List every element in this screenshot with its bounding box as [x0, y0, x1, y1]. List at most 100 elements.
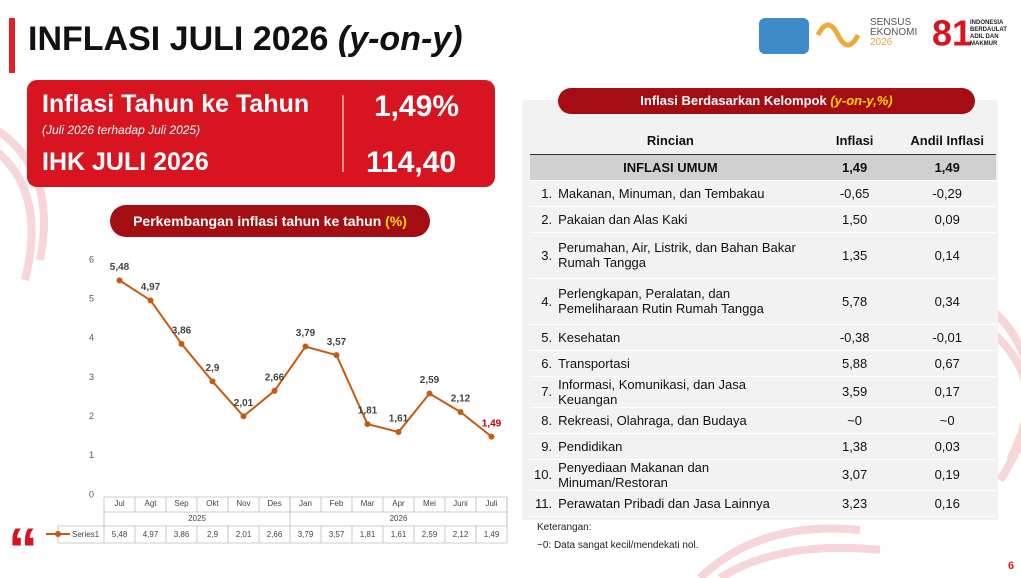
row-number: 7.	[541, 384, 553, 399]
title: INFLASI JULI 2026 (y-on-y)	[28, 20, 463, 59]
x-tick-label: Nov	[236, 499, 250, 508]
y-tick-label: 3	[89, 372, 94, 382]
table-row: 1. Makanan, Minuman, dan Tembakau -0,65 -0,…	[530, 180, 996, 206]
table-row: 2. Pakaian dan Alas Kaki 1,50 0,09	[530, 206, 996, 232]
x-tick-label: Sep	[174, 499, 189, 508]
y-tick-label: 6	[89, 254, 94, 264]
x-tick-label: Jan	[299, 499, 312, 508]
table-value: 4,97	[143, 530, 159, 539]
row-inflasi: 3,07	[841, 467, 868, 482]
logo-text: 2026	[870, 37, 893, 48]
value-label: 2,66	[265, 372, 285, 383]
note: Keterangan:	[537, 522, 592, 533]
value-label: 2,01	[234, 398, 254, 409]
row-inflasi: 1,38	[841, 438, 868, 454]
table-value: 2,66	[267, 530, 283, 539]
x-tick-label: Mar	[361, 499, 375, 508]
table-row: 5. Kesehatan -0,38 -0,01	[530, 324, 996, 350]
y-tick-label: 5	[89, 294, 94, 304]
table-row: INFLASI UMUM 1,49 1,49	[530, 154, 996, 180]
row-andil: 0,34	[934, 293, 960, 309]
value-label: 2,12	[451, 394, 471, 405]
x-tick-label: Feb	[330, 499, 344, 508]
ihk-value: 114,40	[366, 146, 457, 179]
legend-label: Series1	[72, 530, 100, 539]
table-title: Inflasi Berdasarkan Kelompok (y-on-y,%)	[558, 88, 975, 114]
point	[426, 390, 433, 397]
logo-text: ADIL DAN	[970, 34, 999, 40]
row-number: 3.	[541, 247, 553, 263]
row-name: Rekreasi, Olahraga, dan Budaya	[558, 412, 747, 428]
table-row: 10. Penyediaan Makanan dan Minuman/Restor…	[530, 459, 996, 490]
point	[209, 378, 216, 385]
row-inflasi: 1,35	[841, 247, 868, 263]
point	[457, 408, 464, 415]
y-tick-label: 2	[89, 411, 94, 421]
table-row: 11. Perawatan Pribadi dan Jasa Lainnya 3,2…	[530, 490, 996, 516]
table-value: 2,59	[422, 530, 438, 539]
row-inflasi: ~0	[847, 412, 863, 428]
table-value: 2,12	[453, 530, 469, 539]
x-group-label: 2025	[188, 514, 206, 523]
row-andil: 1,49	[934, 159, 960, 175]
y-tick-label: 0	[89, 489, 94, 499]
logo-hut: INDONESIA BERDAULAT ADIL DAN MAKMUR	[970, 20, 1007, 48]
header-cell: Rincian	[646, 133, 694, 149]
row-andil: -0,29	[932, 185, 963, 201]
value-label: 3,86	[172, 325, 192, 336]
table-value: 3,86	[174, 530, 190, 539]
x-tick-label: Juli	[485, 499, 497, 508]
value-label: 1,81	[358, 406, 378, 417]
table-value: 2,01	[236, 530, 252, 539]
header-row: Rincian Inflasi Andil Inflasi	[530, 128, 996, 154]
table-value: 3,79	[298, 530, 314, 539]
value-label: 5,48	[110, 262, 130, 273]
row-inflasi: 5,88	[841, 355, 868, 371]
table-row: 6. Transportasi 5,88 0,67	[530, 350, 996, 376]
point	[302, 343, 309, 350]
row-name: INFLASI UMUM	[623, 159, 718, 175]
row-number: 1.	[541, 185, 553, 201]
y-tick-label: 4	[89, 333, 94, 343]
x-group-label: 2026	[390, 514, 408, 523]
x-tick-label: Des	[267, 499, 281, 508]
x-tick-label: Apr	[392, 499, 405, 508]
logo-text: BERDAULAT	[970, 27, 1007, 33]
logo-text: SENSUS	[870, 17, 912, 28]
value-label: 2,9	[206, 363, 220, 374]
row-inflasi: 5,78	[841, 293, 868, 309]
line	[118, 279, 493, 438]
row-name: Kesehatan	[558, 329, 621, 345]
value-label: 1,61	[389, 414, 409, 425]
point	[147, 297, 154, 304]
notes: Keterangan: ~0: Data sangat kecil/mendeka…	[537, 519, 698, 555]
value-label: 3,57	[327, 337, 347, 348]
x-tick-label: Mei	[423, 499, 436, 508]
chart-title-text: Perkembangan inflasi tahun ke tahun	[133, 213, 382, 229]
row-inflasi: 1,49	[841, 159, 868, 175]
legend-marker	[55, 531, 61, 537]
point	[333, 352, 340, 359]
row-inflasi: 3,23	[841, 495, 868, 511]
table-row: 7. Informasi, Komunikasi, dan Jasa Keuang…	[530, 376, 996, 407]
value-label: 4,97	[141, 282, 161, 293]
x-tick-label: Jul	[114, 499, 124, 508]
point	[364, 421, 371, 428]
row-name: Pendidikan	[558, 438, 623, 454]
row-number: 5.	[541, 329, 553, 345]
x-tick-label: Agt	[144, 499, 157, 508]
header-cell: Inflasi	[835, 133, 874, 149]
x-tick-label: Juni	[453, 499, 468, 508]
yoy-sub: (Juli 2026 terhadap Juli 2025)	[42, 123, 201, 137]
table-row: 4. Perlengkapan, Peralatan, dan Pemelihar…	[530, 278, 996, 324]
row-name: Perlengkapan, Peralatan, dan Pemeliharaa…	[558, 286, 764, 316]
row-number: 11.	[534, 495, 553, 511]
row-andil: 0,16	[934, 495, 960, 511]
row-inflasi: 3,59	[841, 384, 868, 399]
note: ~0: Data sangat kecil/mendekati nol.	[537, 540, 699, 551]
logo-sensus: SENSUS EKONOMI 2026	[870, 18, 917, 48]
row-name: Perumahan, Air, Listrik, dan Bahan Bakar…	[558, 240, 796, 270]
row-inflasi: -0,38	[839, 329, 870, 345]
table-value: 1,49	[484, 530, 500, 539]
